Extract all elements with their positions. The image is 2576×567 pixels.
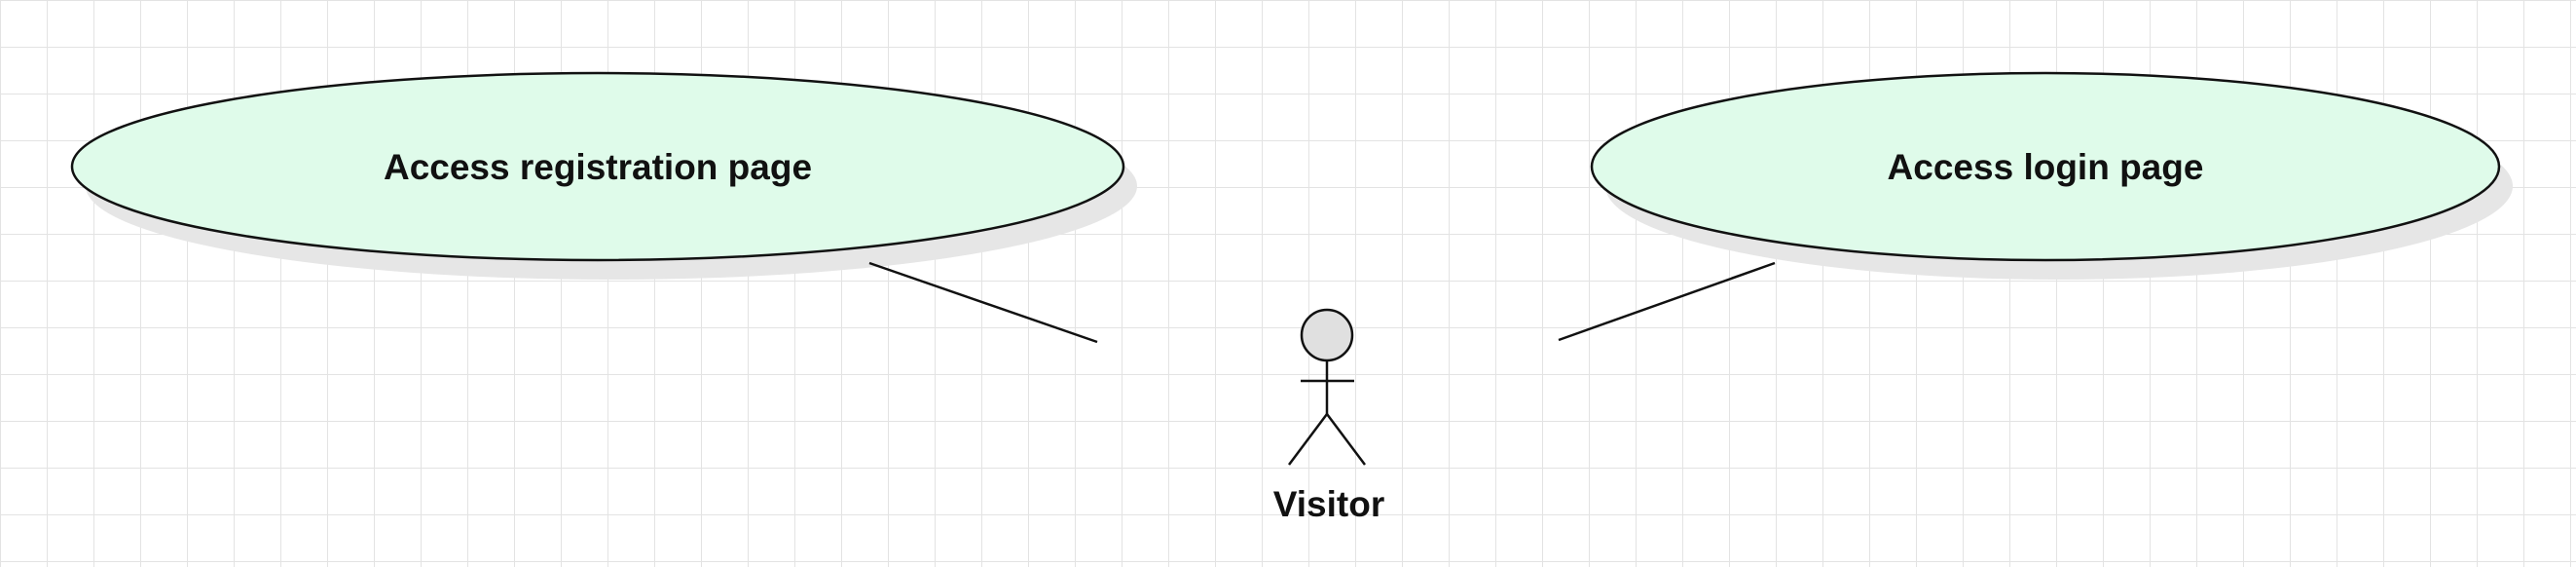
actor-visitor-label: Visitor (1272, 484, 1385, 524)
actor-left-leg (1288, 413, 1328, 466)
usecase-registration-ellipse[interactable] (70, 71, 1125, 262)
usecase-registration-label: Access registration page (383, 147, 813, 187)
association-registration-visitor[interactable] (868, 261, 1098, 344)
actor-visitor[interactable] (1288, 308, 1366, 466)
usecase-login[interactable] (1590, 71, 2513, 280)
usecase-registration[interactable] (70, 71, 1137, 280)
usecase-login-ellipse[interactable] (1590, 71, 2501, 262)
actor-right-leg (1326, 413, 1366, 466)
actor-head (1300, 308, 1354, 362)
association-login-visitor[interactable] (1558, 261, 1776, 342)
usecase-login-label: Access login page (1887, 147, 2204, 187)
